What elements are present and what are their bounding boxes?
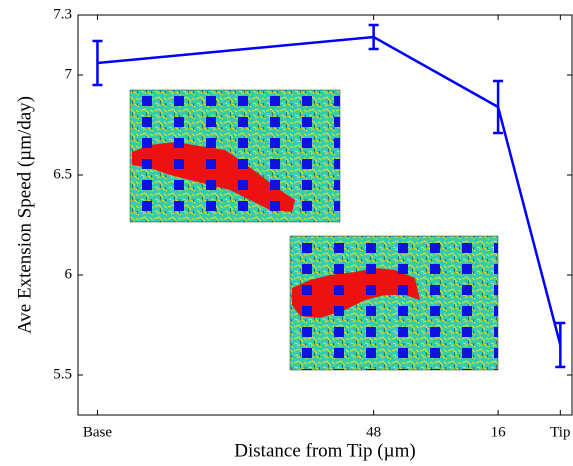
line (97, 35, 562, 346)
y-tick-label: 6.5 (53, 166, 72, 182)
x-tick-label: Tip (550, 424, 570, 440)
x-tick-label: 48 (366, 424, 381, 440)
error-bar (368, 23, 379, 51)
y-tick-label: 7.3 (53, 6, 72, 22)
error-bar (493, 79, 504, 135)
y-tick-label: 5.5 (53, 366, 72, 382)
y-tick-label: 6 (65, 266, 73, 282)
x-axis-label: Distance from Tip (µm) (234, 440, 415, 461)
x-tick-label: 16 (491, 424, 507, 440)
x-tick-label: Base (83, 424, 113, 440)
y-tick-label: 7 (65, 66, 73, 82)
y-axis-label: Ave Extension Speed (µm/day) (14, 96, 35, 334)
error-bar (92, 39, 103, 87)
plot-frame (77, 14, 573, 416)
error-bar (555, 321, 566, 369)
inset-image (129, 89, 341, 223)
inset-image (289, 235, 499, 371)
